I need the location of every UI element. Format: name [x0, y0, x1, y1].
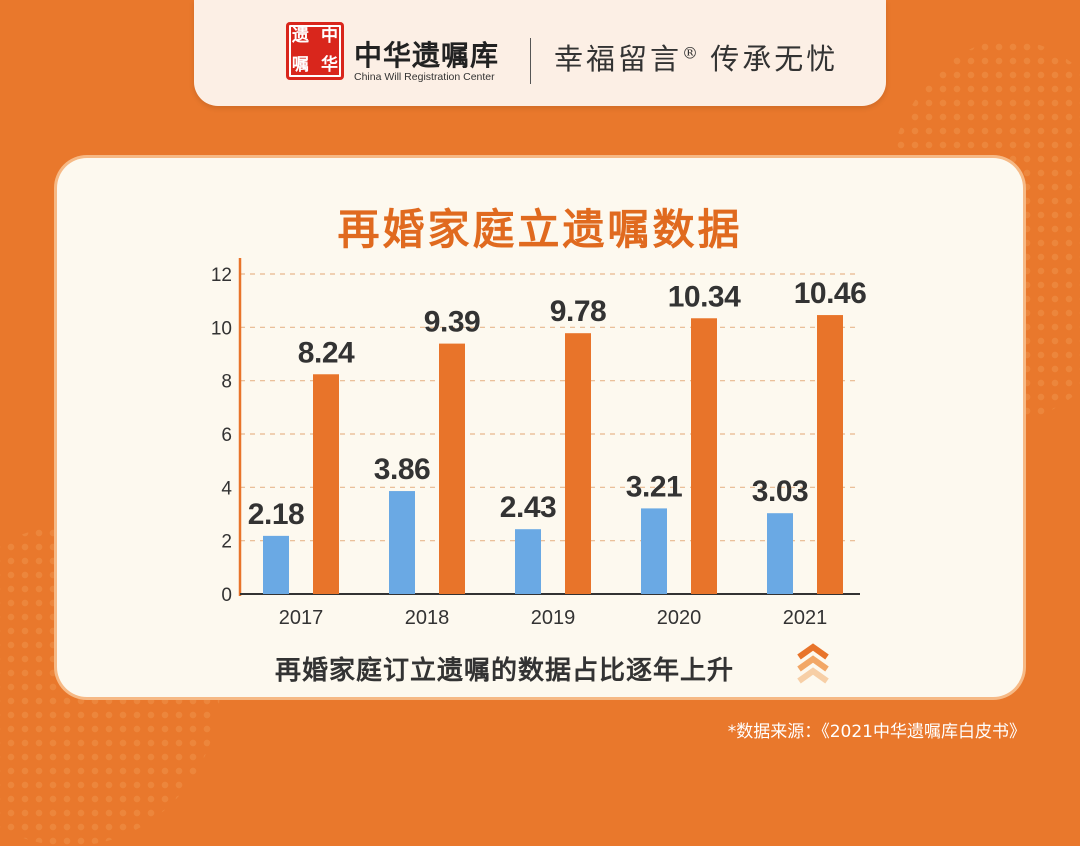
brand-name: 中华遗嘱库: [354, 39, 500, 72]
header-divider: [530, 38, 531, 84]
data-source-note: *数据来源：《2021中华遗嘱库白皮书》: [727, 722, 1026, 742]
seal-char: 中: [321, 26, 338, 46]
seal-char: 华: [321, 55, 338, 75]
bar-orange: [691, 318, 717, 594]
y-tick-label: 6: [221, 425, 232, 446]
bar-orange: [565, 333, 591, 594]
bar-value-label: 10.46: [794, 277, 867, 310]
registered-mark: ®: [682, 43, 699, 63]
bar-value-label: 10.34: [668, 280, 741, 313]
header-banner: 遗 中 嘱 华 中华遗嘱库 China Will Registration Ce…: [194, 0, 886, 106]
y-tick-label: 4: [221, 478, 232, 499]
x-tick-label: 2018: [405, 607, 450, 629]
bar-blue: [767, 513, 793, 594]
bar-blue: [641, 508, 667, 594]
chart-title: 再婚家庭立遗嘱数据: [337, 205, 743, 254]
brand-name-english: China Will Registration Center: [354, 71, 495, 83]
rising-chevrons-icon: [797, 643, 829, 684]
bar-chart: 0 2 4 6 8 10 12 2.18 8.24 2017 3.86 9.39 2018 2.43 9.7…: [211, 258, 867, 629]
bar-value-label: 9.39: [424, 306, 480, 339]
chart-caption: 再婚家庭订立遗嘱的数据占比逐年上升: [275, 656, 735, 686]
logo-seal: 遗 中 嘱 华: [286, 22, 344, 80]
y-tick-label: 2: [221, 532, 232, 553]
bar-value-label: 3.03: [752, 475, 808, 508]
bar-blue: [515, 529, 541, 594]
y-tick-label: 0: [221, 585, 232, 606]
y-tick-label: 12: [211, 265, 232, 286]
bar-value-label: 2.18: [248, 498, 304, 531]
bar-value-label: 3.86: [374, 453, 430, 486]
slogan-text: 幸福留言: [554, 42, 683, 76]
bar-blue: [263, 535, 289, 594]
bar-value-label: 3.21: [626, 470, 682, 503]
slogan: 幸福留言® 传承无忧: [554, 36, 838, 78]
slogan-text: 传承无忧: [698, 42, 839, 76]
x-tick-label: 2019: [531, 607, 576, 629]
x-tick-label: 2020: [657, 607, 702, 629]
bar-value-label: 2.43: [500, 491, 556, 524]
chart-card: [57, 158, 1023, 697]
y-tick-label: 8: [221, 372, 232, 393]
bar-orange: [817, 315, 843, 594]
seal-char: 遗: [292, 26, 309, 46]
bar-orange: [439, 343, 465, 594]
bar-value-label: 8.24: [298, 336, 355, 369]
y-tick-label: 10: [211, 318, 232, 339]
x-tick-label: 2017: [279, 607, 324, 629]
x-tick-label: 2021: [783, 607, 828, 629]
bar-value-label: 9.78: [550, 295, 606, 328]
bar-blue: [389, 491, 415, 594]
bar-orange: [313, 374, 339, 594]
seal-char: 嘱: [292, 55, 309, 75]
